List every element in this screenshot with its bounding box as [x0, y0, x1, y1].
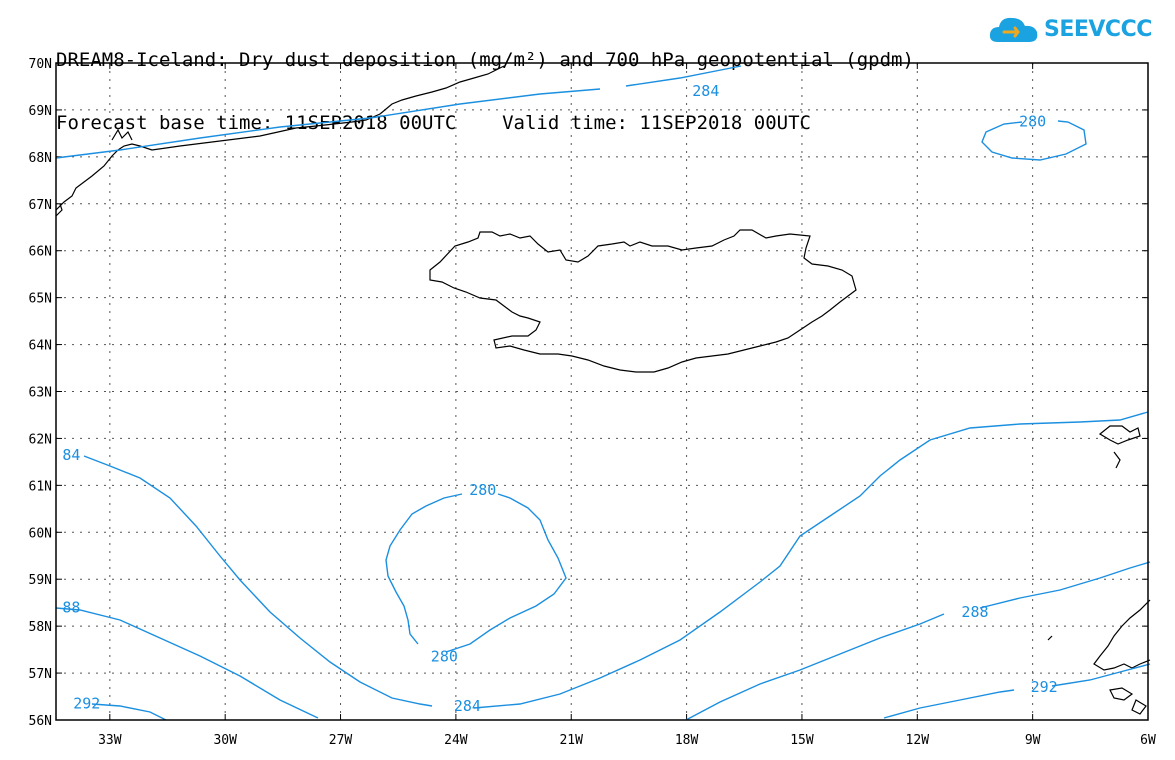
iceland-coastline: [429, 229, 857, 373]
contour-value-label: 84: [62, 446, 80, 464]
lat-label: 66N: [29, 245, 52, 260]
lat-label: 61N: [29, 479, 52, 494]
title-line-2: Forecast base time: 11SEP2018 00UTC Vali…: [56, 112, 811, 134]
contour-292-southwest: [91, 703, 167, 721]
lon-label: 15W: [790, 733, 814, 748]
lat-label: 60N: [29, 526, 52, 541]
lon-label: 9W: [1025, 733, 1041, 748]
lat-label: 67N: [29, 198, 52, 213]
contour-value-label: 88: [62, 598, 80, 616]
lat-label: 65N: [29, 292, 52, 307]
contour-value-label: 292: [73, 695, 100, 713]
title-line-1: DREAM8-Iceland: Dry dust deposition (mg/…: [56, 49, 914, 71]
lon-label: 6W: [1140, 733, 1156, 748]
lat-label: 63N: [29, 386, 52, 401]
contour-value-label: 288: [961, 603, 988, 621]
contour-292-east: [883, 663, 1151, 719]
lat-label: 58N: [29, 620, 52, 635]
contour-labels: 284 280 84 280 288 88 280 284 292 292: [62, 82, 1057, 715]
contour-284-north: [55, 65, 742, 159]
latitude-labels: 70N 69N 68N 67N 66N 65N 64N 63N 62N 61N 60N 59N 58N 5…: [29, 57, 52, 729]
faroe-coastline: [1098, 425, 1141, 445]
geopotential-contours: [55, 65, 1151, 721]
lat-label: 62N: [29, 432, 52, 447]
contour-284-southwest: [83, 411, 1149, 709]
lon-label: 33W: [98, 733, 122, 748]
lat-label: 70N: [29, 57, 52, 72]
contour-value-label: 280: [469, 481, 496, 499]
lon-label: 18W: [675, 733, 699, 748]
contour-280-south: [385, 493, 567, 653]
lat-label: 57N: [29, 667, 52, 682]
contour-value-label: 284: [454, 697, 481, 715]
contour-value-label: 292: [1031, 678, 1058, 696]
lon-label: 21W: [559, 733, 583, 748]
lat-label: 56N: [29, 714, 52, 729]
contour-value-label: 284: [692, 82, 719, 100]
map-title: DREAM8-Iceland: Dry dust deposition (mg/…: [56, 8, 914, 155]
map-frame: [55, 62, 1149, 721]
seevccc-logo: SEEVCCC: [988, 14, 1152, 44]
lon-label: 12W: [906, 733, 930, 748]
contour-value-label: 280: [1019, 113, 1046, 131]
scotland-coastline: [1093, 599, 1151, 671]
logo-text: SEEVCCC: [1044, 16, 1152, 42]
greenland-coastline: [55, 65, 505, 211]
longitude-labels: 33W 30W 27W 24W 21W 18W 15W 12W 9W 6W: [98, 733, 1156, 748]
lon-label: 27W: [329, 733, 353, 748]
contour-288-southwest: [55, 607, 319, 719]
lat-label: 69N: [29, 104, 52, 119]
coastlines: [55, 65, 1151, 715]
contour-value-label: 280: [431, 648, 458, 666]
lat-label: 68N: [29, 151, 52, 166]
lon-label: 24W: [444, 733, 468, 748]
lon-label: 30W: [213, 733, 237, 748]
lat-label: 59N: [29, 573, 52, 588]
contour-280-northeast: [981, 120, 1087, 161]
cloud-icon: [989, 17, 1038, 42]
lat-label: 64N: [29, 339, 52, 354]
contour-288-east: [685, 561, 1151, 721]
grid-lines: [56, 62, 1149, 721]
